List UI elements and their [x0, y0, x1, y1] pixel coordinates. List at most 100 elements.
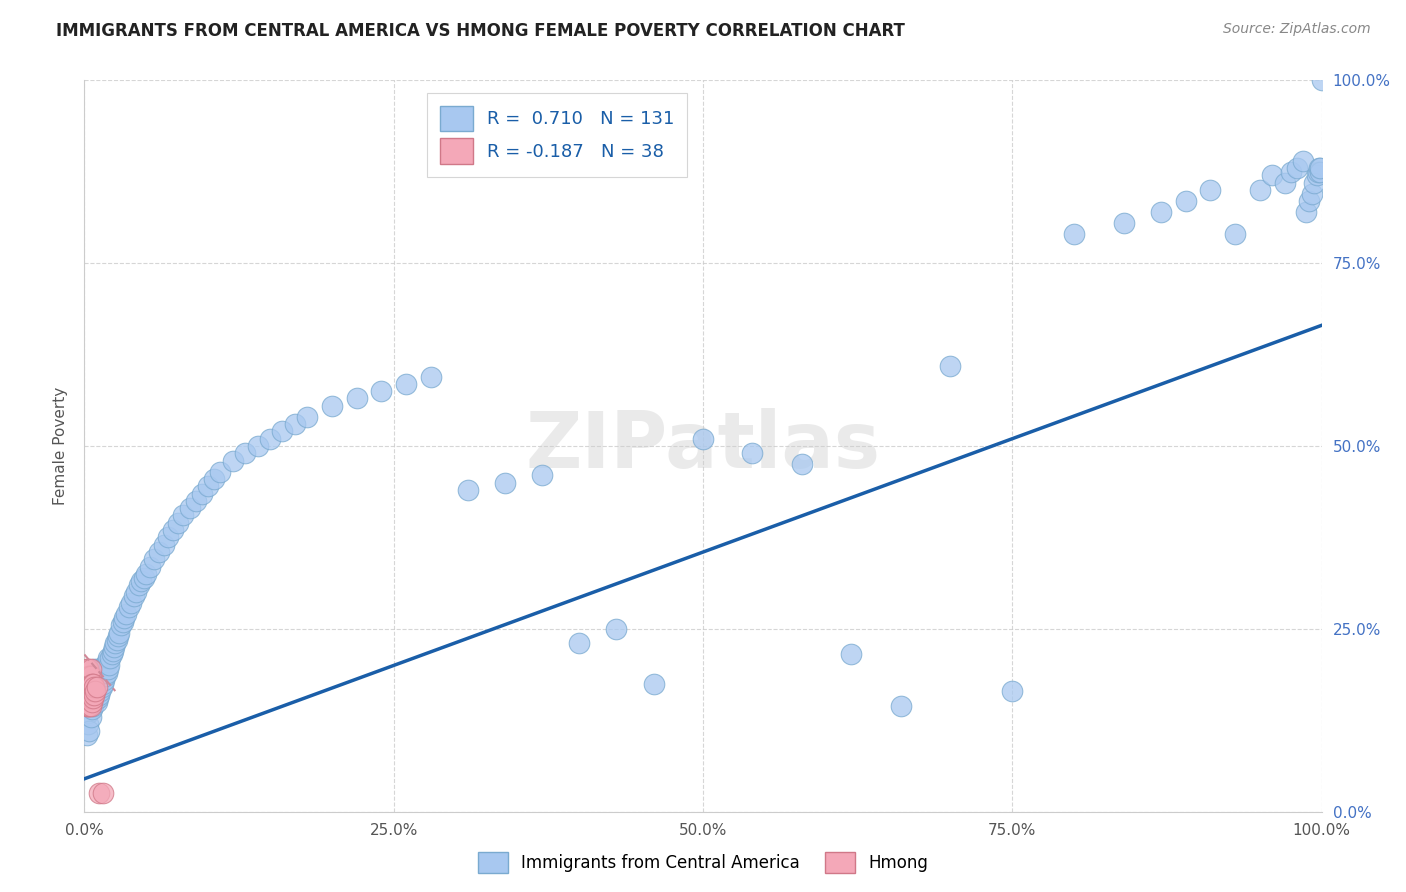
Point: [1310, 73, 1333, 87]
Point: [76, 691, 98, 706]
Point: [94, 669, 117, 683]
Point: [89, 673, 111, 687]
Point: [80, 688, 103, 702]
Point: [96, 665, 118, 680]
Point: [1298, 194, 1320, 208]
Point: [89, 688, 111, 702]
Point: [890, 698, 912, 713]
Point: [86, 695, 108, 709]
Point: [1274, 176, 1296, 190]
Point: [76, 662, 98, 676]
Point: [152, 538, 174, 552]
Point: [1279, 164, 1302, 178]
Point: [110, 618, 132, 632]
Point: [1063, 227, 1085, 241]
Point: [76, 728, 98, 742]
Point: [209, 465, 232, 479]
Point: [79, 724, 101, 739]
Point: [107, 629, 129, 643]
Point: [79, 676, 101, 690]
Point: [83, 684, 105, 698]
Point: [1309, 164, 1331, 178]
Point: [79, 669, 101, 683]
Point: [80, 681, 103, 695]
Point: [79, 669, 101, 683]
Point: [89, 665, 111, 680]
Point: [115, 607, 138, 622]
Point: [122, 589, 145, 603]
Point: [75, 676, 97, 690]
Point: [89, 787, 111, 801]
Point: [77, 676, 100, 690]
Point: [79, 662, 101, 676]
Point: [77, 706, 100, 720]
Point: [939, 359, 962, 373]
Point: [222, 453, 245, 467]
Point: [643, 676, 665, 690]
Point: [531, 468, 554, 483]
Point: [135, 567, 157, 582]
Point: [79, 684, 101, 698]
Point: [90, 669, 112, 683]
Point: [1306, 164, 1329, 178]
Point: [86, 681, 108, 695]
Point: [118, 599, 141, 614]
Point: [77, 717, 100, 731]
Point: [89, 676, 111, 690]
Point: [84, 681, 107, 695]
Point: [83, 688, 105, 702]
Point: [162, 523, 184, 537]
Point: [87, 665, 110, 680]
Text: ZIPatlas: ZIPatlas: [526, 408, 880, 484]
Point: [395, 376, 418, 391]
Point: [94, 658, 117, 673]
Point: [77, 662, 100, 676]
Point: [295, 409, 318, 424]
Point: [741, 446, 763, 460]
Point: [80, 702, 103, 716]
Point: [457, 483, 479, 497]
Point: [83, 673, 105, 687]
Point: [75, 684, 97, 698]
Y-axis label: Female Poverty: Female Poverty: [53, 387, 69, 505]
Point: [91, 665, 114, 680]
Point: [82, 698, 104, 713]
Point: [1305, 169, 1327, 183]
Point: [79, 676, 101, 690]
Point: [77, 698, 100, 713]
Point: [79, 684, 101, 698]
Point: [1223, 227, 1246, 241]
Point: [96, 655, 118, 669]
Point: [82, 665, 104, 680]
Point: [105, 632, 128, 647]
Point: [87, 691, 110, 706]
Point: [103, 640, 125, 655]
Point: [148, 545, 170, 559]
Point: [79, 684, 101, 698]
Point: [97, 662, 120, 676]
Point: [1174, 194, 1197, 208]
Point: [125, 585, 148, 599]
Point: [77, 669, 100, 683]
Point: [93, 673, 115, 687]
Point: [79, 676, 101, 690]
Point: [841, 648, 863, 662]
Point: [75, 691, 97, 706]
Point: [233, 446, 256, 460]
Point: [284, 417, 307, 431]
Point: [104, 636, 127, 650]
Point: [76, 698, 98, 713]
Point: [77, 684, 100, 698]
Point: [82, 676, 104, 690]
Point: [202, 472, 225, 486]
Text: Source: ZipAtlas.com: Source: ZipAtlas.com: [1223, 22, 1371, 37]
Point: [79, 698, 101, 713]
Point: [259, 432, 281, 446]
Point: [83, 681, 105, 695]
Point: [184, 494, 207, 508]
Point: [271, 425, 294, 439]
Point: [82, 691, 104, 706]
Point: [93, 662, 115, 676]
Point: [82, 684, 104, 698]
Point: [1112, 216, 1135, 230]
